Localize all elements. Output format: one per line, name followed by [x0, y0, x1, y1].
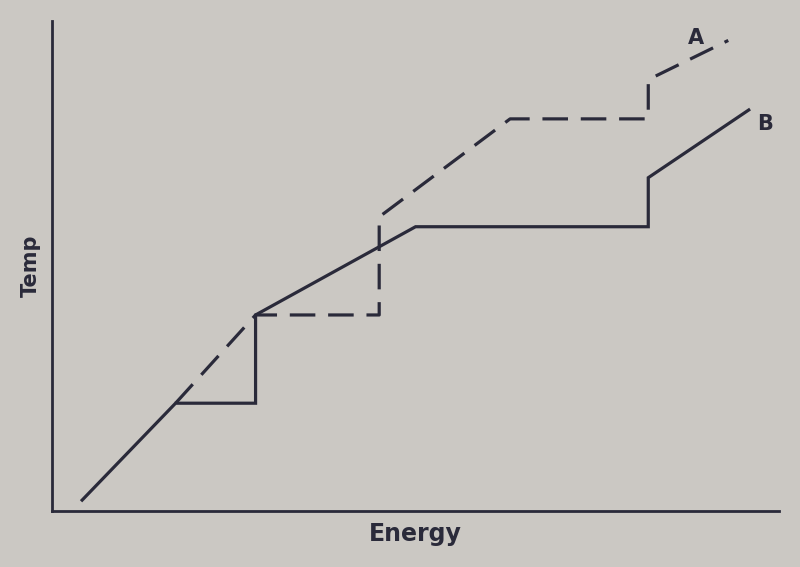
Text: B: B	[758, 114, 774, 134]
X-axis label: Energy: Energy	[369, 522, 462, 546]
Text: A: A	[687, 28, 703, 48]
Y-axis label: Temp: Temp	[21, 235, 41, 297]
